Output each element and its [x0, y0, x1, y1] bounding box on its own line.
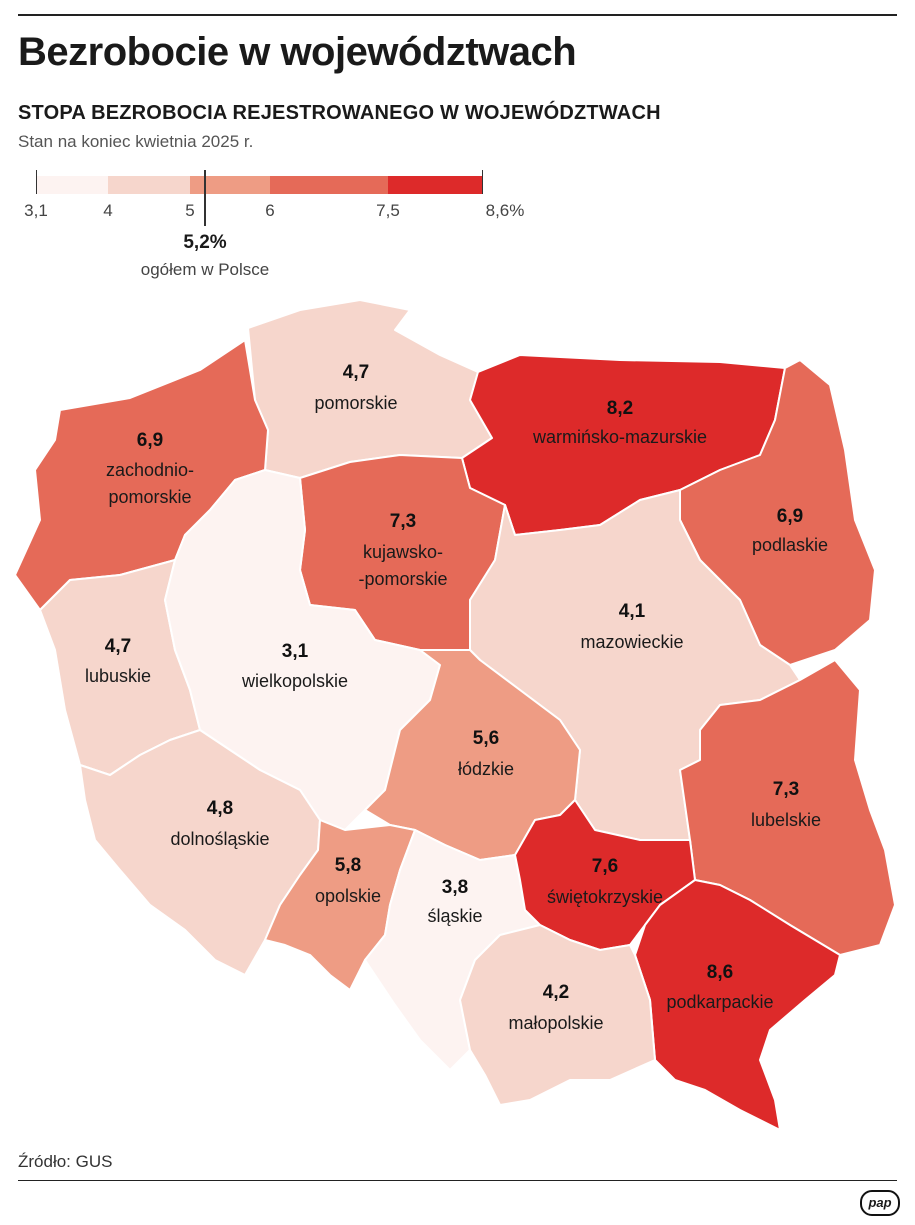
legend-tick-label: 3,1 [24, 201, 48, 220]
region-name: małopolskie [508, 1013, 603, 1033]
region-name: zachodnio- [106, 460, 194, 480]
source-note: Źródło: GUS [18, 1152, 113, 1171]
region-name: lubuskie [85, 666, 151, 686]
national-average-value: 5,2% [183, 232, 227, 253]
region-name: mazowieckie [580, 632, 683, 652]
region-name: pomorskie [314, 393, 397, 413]
region-value: 4,2 [543, 982, 569, 1003]
region-pomorskie[interactable] [247, 299, 493, 479]
pap-logo: pap [860, 1190, 900, 1216]
region-value: 4,7 [343, 362, 369, 383]
region-name: -pomorskie [358, 569, 447, 589]
region-value: 4,8 [207, 798, 233, 819]
page-title: Bezrobocie w województwach [18, 30, 577, 74]
region-name: podkarpackie [666, 992, 773, 1012]
region-value: 4,1 [619, 601, 646, 622]
region-name: podlaskie [752, 535, 828, 555]
region-name: opolskie [315, 886, 381, 906]
legend-bin-3 [190, 176, 270, 194]
legend-tick-label: 6 [265, 201, 275, 220]
legend-tick [36, 170, 37, 194]
region-value: 6,9 [137, 430, 163, 451]
region-labels: 4,7 pomorskie 8,2 warmińsko-mazurskie 6,… [85, 362, 828, 1033]
legend-tick-label: 7,5 [376, 201, 400, 220]
legend-tick-label: 5 [185, 201, 195, 220]
national-average-label: ogółem w Polsce [140, 260, 270, 279]
region-name: łódzkie [458, 759, 514, 779]
legend-bin-1 [36, 176, 108, 194]
legend-tick [482, 170, 483, 194]
legend-average-marker [204, 170, 206, 226]
region-name: świętokrzyskie [547, 887, 663, 907]
region-name: śląskie [427, 906, 482, 926]
region-malopolskie[interactable] [459, 924, 656, 1106]
color-legend: 3,1 4 5 6 7,5 8,6% 5,2% ogółem w Polsce [0, 170, 600, 290]
region-name: kujawsko- [363, 542, 443, 562]
region-value: 6,9 [777, 506, 803, 527]
region-value: 8,6 [707, 962, 733, 983]
region-name: pomorskie [108, 487, 191, 507]
region-value: 5,8 [335, 855, 361, 876]
legend-tick-label: 4 [103, 201, 113, 220]
region-opolskie[interactable] [264, 819, 416, 991]
region-value: 8,2 [607, 398, 633, 419]
legend-bin-4 [270, 176, 388, 194]
top-rule [18, 14, 897, 16]
legend-tick-label: 8,6% [485, 201, 525, 220]
legend-bin-2 [108, 176, 190, 194]
bottom-rule [18, 1180, 897, 1181]
legend-bin-5 [388, 176, 482, 194]
region-value: 7,3 [390, 511, 416, 532]
regions [14, 299, 896, 1131]
region-name: warmińsko-mazurskie [532, 427, 707, 447]
region-name: wielkopolskie [241, 671, 348, 691]
region-value: 3,1 [282, 641, 309, 662]
region-name: dolnośląskie [170, 829, 269, 849]
chart-subtitle: STOPA BEZROBOCIA REJESTROWANEGO W WOJEWÓ… [18, 102, 661, 124]
region-value: 7,6 [592, 856, 618, 877]
region-name: lubelskie [751, 810, 821, 830]
date-note: Stan na koniec kwietnia 2025 r. [18, 132, 254, 151]
region-value: 7,3 [773, 779, 799, 800]
region-value: 3,8 [442, 877, 468, 898]
region-value: 5,6 [473, 728, 499, 749]
region-value: 4,7 [105, 636, 131, 657]
